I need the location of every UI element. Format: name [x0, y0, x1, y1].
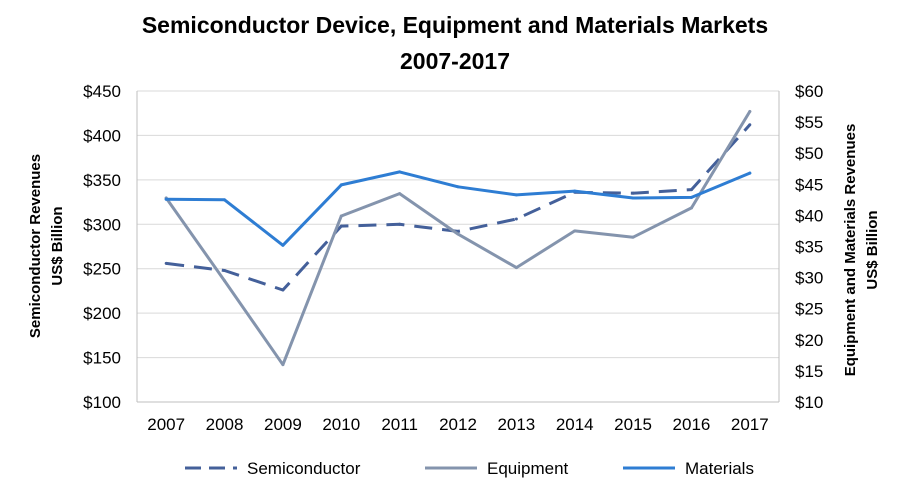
x-tick-label: 2013	[497, 415, 535, 434]
data-point-equipment	[689, 206, 693, 210]
right-tick-label: $15	[795, 362, 823, 381]
data-point-semiconductor	[281, 288, 285, 292]
data-point-semiconductor	[631, 191, 635, 195]
left-tick-label: $150	[83, 349, 121, 368]
right-axis-tick-labels: $10 $15 $20 $25 $30 $35 $40 $45 $50 $55 $60	[795, 82, 823, 412]
data-point-materials	[748, 171, 752, 175]
left-axis-tick-labels: $100 $150 $200 $250 $300 $350 $400 $450	[83, 82, 121, 412]
left-tick-label: $450	[83, 82, 121, 101]
data-point-equipment	[514, 266, 518, 270]
right-axis-title: Equipment and Materials Revenues US$ Bil…	[842, 124, 881, 377]
left-tick-label: $350	[83, 171, 121, 190]
data-point-equipment	[456, 232, 460, 236]
left-tick-label: $100	[83, 393, 121, 412]
right-tick-label: $20	[795, 331, 823, 350]
left-tick-label: $300	[83, 215, 121, 234]
x-tick-label: 2012	[439, 415, 477, 434]
left-axis-title: Semiconductor Revenues US$ Billion	[27, 154, 66, 338]
data-point-equipment	[748, 110, 752, 114]
data-point-equipment	[631, 235, 635, 239]
data-point-semiconductor	[223, 268, 227, 272]
data-point-semiconductor	[164, 261, 168, 265]
data-point-equipment	[339, 214, 343, 218]
x-axis-tick-labels: 2007 2008 2009 2010 2011 2012 2013 2014 2015 2016…	[147, 415, 768, 434]
data-point-semiconductor	[689, 188, 693, 192]
left-tick-label: $200	[83, 304, 121, 323]
data-point-materials	[398, 170, 402, 174]
left-tick-label: $250	[83, 260, 121, 279]
gridlines	[137, 90, 779, 403]
axes	[136, 91, 780, 403]
data-point-materials	[573, 189, 577, 193]
right-tick-label: $60	[795, 82, 823, 101]
data-point-materials	[339, 183, 343, 187]
data-point-materials	[514, 193, 518, 197]
right-tick-label: $50	[795, 144, 823, 163]
data-point-equipment	[281, 363, 285, 367]
right-tick-label: $10	[795, 393, 823, 412]
data-point-materials	[689, 195, 693, 199]
series-lines	[164, 110, 752, 367]
left-tick-label: $400	[83, 126, 121, 145]
right-tick-label: $45	[795, 175, 823, 194]
legend-label: Materials	[685, 459, 754, 478]
x-tick-label: 2016	[673, 415, 711, 434]
x-tick-label: 2017	[731, 415, 769, 434]
series-line-equipment	[164, 110, 752, 367]
data-point-materials	[631, 196, 635, 200]
x-tick-label: 2015	[614, 415, 652, 434]
series-line-semiconductor	[166, 123, 751, 292]
data-point-materials	[281, 243, 285, 247]
chart-title-line-2: 2007-2017	[400, 48, 510, 74]
data-point-materials	[164, 197, 168, 201]
data-point-semiconductor	[339, 224, 343, 228]
chart-title: Semiconductor Device, Equipment and Mate…	[142, 12, 768, 74]
data-point-equipment	[223, 279, 227, 283]
data-point-equipment	[398, 192, 402, 196]
data-point-materials	[456, 185, 460, 189]
x-tick-label: 2010	[322, 415, 360, 434]
legend: Semiconductor Equipment Materials	[185, 459, 754, 478]
right-tick-label: $35	[795, 238, 823, 257]
data-point-semiconductor	[398, 222, 402, 226]
legend-item-equipment: Equipment	[425, 459, 569, 478]
right-tick-label: $30	[795, 269, 823, 288]
data-point-semiconductor	[748, 123, 752, 127]
x-tick-label: 2007	[147, 415, 185, 434]
right-axis-title-line-1: Equipment and Materials Revenues	[842, 124, 859, 377]
data-point-materials	[223, 198, 227, 202]
legend-item-semiconductor: Semiconductor	[185, 459, 361, 478]
right-tick-label: $55	[795, 113, 823, 132]
legend-item-materials: Materials	[623, 459, 754, 478]
x-tick-label: 2014	[556, 415, 594, 434]
legend-label: Semiconductor	[247, 459, 361, 478]
x-tick-label: 2008	[206, 415, 244, 434]
x-tick-label: 2009	[264, 415, 302, 434]
data-point-semiconductor	[514, 217, 518, 221]
data-point-equipment	[573, 229, 577, 233]
right-tick-label: $40	[795, 206, 823, 225]
right-axis-title-line-2: US$ Billion	[864, 210, 881, 289]
x-tick-label: 2011	[381, 415, 418, 434]
left-axis-title-line-2: US$ Billion	[49, 206, 66, 285]
left-axis-title-line-1: Semiconductor Revenues	[27, 154, 44, 338]
legend-label: Equipment	[487, 459, 569, 478]
chart-title-line-1: Semiconductor Device, Equipment and Mate…	[142, 12, 768, 38]
right-tick-label: $25	[795, 300, 823, 319]
